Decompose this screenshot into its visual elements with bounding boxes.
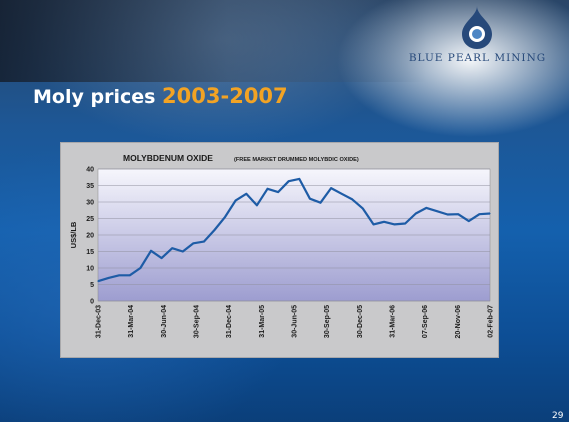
data-point xyxy=(256,204,258,206)
company-logo: BLUE PEARL MINING xyxy=(400,4,555,66)
data-point xyxy=(203,241,205,243)
data-point xyxy=(425,207,428,209)
data-point xyxy=(468,220,470,222)
x-tick-label: 30-Jun-04 xyxy=(161,305,168,338)
price-series xyxy=(97,177,491,283)
data-point xyxy=(150,250,152,252)
x-tick-label: 30-Jun-05 xyxy=(292,305,299,338)
y-tick-label: 5 xyxy=(90,282,94,289)
x-tick-label: 30-Sep-04 xyxy=(194,305,201,338)
grid-lines xyxy=(98,168,490,302)
data-point xyxy=(404,222,406,225)
data-point xyxy=(213,229,216,231)
data-point xyxy=(288,180,290,182)
data-point xyxy=(478,213,481,215)
y-tick-label: 30 xyxy=(86,200,94,207)
y-tick-label: 25 xyxy=(86,216,94,223)
data-point xyxy=(436,210,438,212)
data-point xyxy=(171,247,173,249)
y-tick-label: 10 xyxy=(86,266,94,273)
data-point xyxy=(489,212,491,215)
title-prefix: Moly prices xyxy=(33,86,156,108)
data-point xyxy=(415,212,417,215)
data-point xyxy=(107,277,110,279)
chart-subtitle: (FREE MARKET DRUMMED MOLYBDIC OXIDE) xyxy=(234,157,359,163)
x-tick-label: 31-Mar-05 xyxy=(259,305,266,338)
data-point xyxy=(192,242,194,244)
data-point xyxy=(394,223,396,226)
y-tick-label: 40 xyxy=(86,167,94,174)
x-tick-label: 31-Dec-03 xyxy=(96,305,103,338)
price-line xyxy=(97,177,491,283)
data-point xyxy=(362,208,364,210)
data-point xyxy=(182,250,184,253)
data-point xyxy=(319,202,322,204)
data-point xyxy=(341,193,343,195)
data-point xyxy=(118,274,120,276)
x-tick-label: 31-Mar-04 xyxy=(128,305,135,338)
x-tick-label: 31-Mar-06 xyxy=(390,305,397,338)
x-tick-labels: 31-Dec-03 31-Mar-04 30-Jun-04 30-Sep-04 31-D… xyxy=(96,305,495,339)
data-point xyxy=(160,257,163,259)
pearl-drop-icon xyxy=(462,6,492,49)
y-tick-label: 20 xyxy=(86,233,94,240)
x-tick-label: 02-Feb-07 xyxy=(488,305,495,338)
page-number: 29 xyxy=(552,411,564,421)
slide-title: Moly prices 2003-2007 xyxy=(33,84,288,108)
data-point xyxy=(97,280,99,282)
moly-price-chart: MOLYBDENUM OXIDE (FREE MARKET DRUMMED MO… xyxy=(69,153,495,339)
x-tick-label: 07-Sep-06 xyxy=(422,305,429,338)
chart-panel: MOLYBDENUM OXIDE (FREE MARKET DRUMMED MO… xyxy=(60,142,499,358)
data-point xyxy=(447,213,449,216)
x-tick-label: 20-Nov-06 xyxy=(455,305,462,339)
data-point xyxy=(277,191,279,193)
data-point xyxy=(309,198,311,200)
data-point xyxy=(298,178,300,180)
data-point xyxy=(224,216,226,218)
data-point xyxy=(372,223,375,226)
data-point xyxy=(266,188,269,190)
y-tick-label: 15 xyxy=(86,249,94,256)
data-point xyxy=(139,267,141,269)
data-point xyxy=(457,213,459,215)
x-tick-label: 31-Dec-04 xyxy=(226,305,233,338)
data-point xyxy=(235,199,237,201)
data-point xyxy=(330,187,332,189)
data-point xyxy=(351,198,353,200)
x-tick-label: 30-Sep-05 xyxy=(324,305,331,338)
y-tick-label: 0 xyxy=(90,299,94,306)
brand-name: BLUE PEARL MINING xyxy=(408,52,547,64)
y-tick-labels: 0 5 10 15 20 25 30 35 40 xyxy=(86,167,94,306)
data-point xyxy=(129,274,131,276)
data-point xyxy=(245,193,247,195)
chart-title: MOLYBDENUM OXIDE xyxy=(123,153,213,163)
y-tick-label: 35 xyxy=(86,183,94,190)
x-tick-label: 30-Dec-05 xyxy=(357,305,364,338)
y-axis-label: US$/LB xyxy=(69,221,78,248)
title-years: 2003-2007 xyxy=(162,84,288,108)
data-point xyxy=(383,221,385,223)
